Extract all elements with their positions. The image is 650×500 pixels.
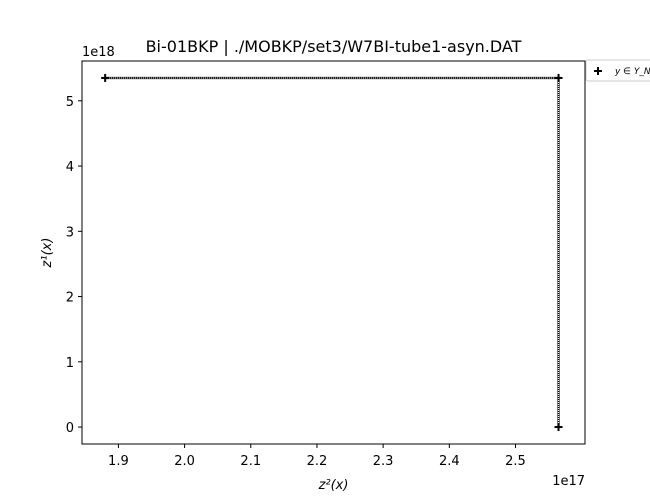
data-point	[554, 73, 563, 82]
y-tick-label: 4	[66, 160, 74, 175]
x-tick-label: 1.9	[108, 454, 129, 469]
y-tick-label: 3	[66, 225, 74, 240]
legend-label: y ∈ Y_N	[614, 67, 650, 77]
y-axis: 0 1 2 3 4 5	[66, 95, 82, 436]
x-tick-label: 2.0	[174, 454, 195, 469]
data-point	[554, 423, 563, 432]
x-tick-label: 2.1	[240, 454, 261, 469]
x-tick-label: 2.3	[373, 454, 394, 469]
x-tick-label: 2.2	[307, 454, 328, 469]
data-points	[101, 73, 563, 432]
connector-line	[105, 76, 560, 428]
x-axis: 1.9 2.0 2.1 2.2 2.3 2.4 2.5	[108, 444, 526, 469]
plot-frame	[81, 60, 586, 445]
x-tick-label: 2.4	[439, 454, 460, 469]
chart-title: Bi-01BKP | ./MOBKP/set3/W7BI-tube1-asyn.…	[146, 37, 522, 56]
data-point	[101, 73, 110, 82]
y-tick-label: 5	[66, 95, 74, 110]
legend: y ∈ Y_N	[585, 59, 650, 82]
x-tick-label: 2.5	[505, 454, 526, 469]
y-axis-label: z¹(x)	[40, 238, 55, 269]
y-axis-label-text: z¹(x)	[40, 238, 55, 269]
y-offset-label: 1e18	[82, 45, 115, 60]
x-offset-label: 1e17	[552, 474, 585, 489]
y-tick-label: 2	[66, 291, 74, 306]
x-axis-label: z²(x)	[318, 478, 349, 493]
y-tick-label: 0	[66, 421, 74, 436]
x-axis-label-text: z²(x)	[318, 478, 349, 493]
y-tick-label: 1	[66, 356, 74, 371]
legend-box	[585, 59, 650, 82]
